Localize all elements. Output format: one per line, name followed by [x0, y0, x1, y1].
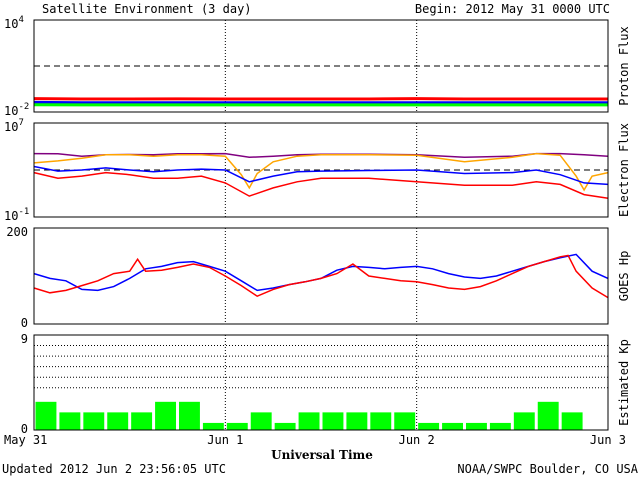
chart-title: Satellite Environment (3 day): [42, 2, 252, 16]
proton-flux-axis-label: Proton Flux: [617, 26, 631, 105]
kp-bar: [370, 412, 392, 430]
electron-flux-series-red: [33, 171, 609, 199]
credit-label: NOAA/SWPC Boulder, CO USA: [457, 462, 638, 476]
kp-bar: [418, 422, 440, 430]
estimated-kp-frame: [33, 334, 609, 431]
kp-bar: [274, 422, 296, 430]
electron-flux-series-orange: [33, 152, 609, 192]
updated-label: Updated 2012 Jun 2 23:56:05 UTC: [2, 462, 226, 476]
electron-flux-series-blue: [33, 165, 609, 186]
electron-flux-ytick-label: 10-1: [4, 207, 29, 223]
kp-bar: [537, 401, 559, 430]
x-axis-label: Universal Time: [271, 448, 373, 462]
goes-hp-frame: [33, 227, 609, 325]
estimated-kp-ytick-label: 0: [21, 422, 28, 436]
kp-bar: [131, 412, 153, 430]
kp-bar: [107, 412, 129, 430]
kp-bar: [35, 401, 57, 430]
estimated-kp-ytick-label: 9: [21, 332, 28, 346]
kp-bar: [202, 422, 224, 430]
kp-bar: [322, 412, 344, 430]
x-tick-label: Jun 3: [590, 433, 626, 447]
kp-bar: [155, 401, 176, 430]
begin-label: Begin: 2012 May 31 0000 UTC: [415, 2, 610, 16]
electron-flux-axis-label: Electron Flux: [617, 123, 631, 217]
kp-bar: [513, 412, 535, 430]
kp-bar: [83, 412, 105, 430]
kp-bar: [250, 412, 272, 430]
proton-flux-ytick-label: 10-2: [4, 102, 29, 118]
electron-flux-ytick-label: 107: [4, 118, 24, 134]
goes-hp-ytick-label: 0: [21, 316, 28, 330]
kp-bar: [298, 412, 320, 430]
x-tick-label: May 31: [4, 433, 47, 447]
kp-bar: [489, 422, 511, 430]
kp-bar: [226, 422, 248, 430]
goes-hp-series-red: [33, 254, 609, 299]
proton-flux-ytick-label: 104: [4, 15, 24, 31]
goes-hp-axis-label: GOES Hp: [617, 251, 631, 302]
kp-bar: [442, 422, 463, 430]
kp-bar: [346, 412, 368, 430]
goes-hp-ytick-label: 200: [6, 225, 28, 239]
kp-bar: [179, 401, 200, 430]
x-tick-label: Jun 2: [399, 433, 435, 447]
electron-flux-frame: [33, 122, 609, 218]
kp-bar: [59, 412, 81, 430]
proton-flux-frame: [33, 19, 609, 113]
kp-bar: [394, 412, 416, 430]
kp-bar: [561, 412, 583, 430]
estimated-kp-axis-label: Estimated Kp: [617, 339, 631, 426]
x-tick-label: Jun 1: [207, 433, 243, 447]
kp-bar: [466, 422, 487, 430]
